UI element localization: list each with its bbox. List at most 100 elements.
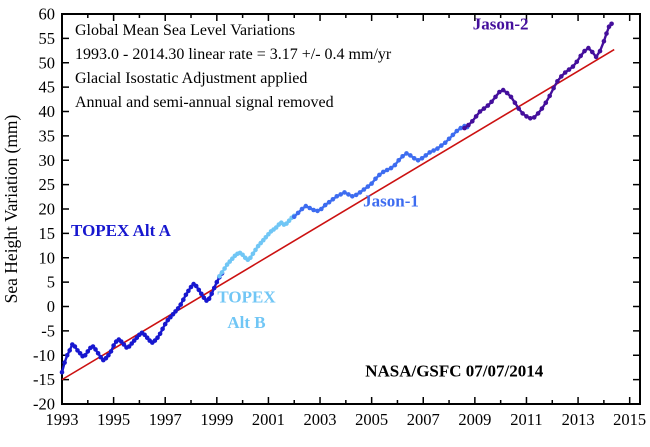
series-marker-jason-2 (551, 85, 556, 91)
series-marker-jason-2 (520, 111, 525, 116)
series-marker-jason-1 (369, 181, 374, 186)
series-marker-topex-alt-a (93, 347, 98, 352)
series-marker-jason-1 (458, 125, 464, 131)
series-marker-jason-2 (489, 99, 494, 105)
series-marker-jason-1 (319, 206, 324, 212)
x-tick-label: 2005 (355, 410, 388, 429)
series-marker-jason-1 (357, 190, 363, 195)
series-marker-topex-alt-a (95, 351, 101, 356)
series-marker-jason-1 (326, 199, 332, 205)
y-tick-label: 50 (39, 53, 56, 72)
y-tick-label: -5 (41, 321, 55, 340)
y-tick-label: -10 (33, 346, 55, 365)
series-marker-topex-alt-a (111, 343, 116, 348)
y-tick-label: -15 (33, 370, 55, 389)
series-line-jason-1 (293, 124, 469, 219)
x-tick-label: 1997 (149, 410, 182, 429)
series-marker-jason-2 (516, 106, 521, 111)
series-marker-jason-2 (470, 119, 475, 124)
series-marker-jason-2 (531, 115, 537, 120)
series-marker-jason-1 (415, 158, 421, 163)
series-marker-topex-alt-a (59, 370, 65, 375)
series-marker-jason-2 (590, 49, 595, 55)
series-marker-jason-2 (528, 116, 533, 121)
series-marker-topex-alt-a (121, 342, 127, 347)
series-marker-topex-alt-a (183, 292, 189, 298)
series-marker-topex-alt-b (253, 247, 258, 253)
chart-header-line-4: Annual and semi-annual signal removed (75, 94, 334, 111)
annotation-topex-alt-a: TOPEX Alt A (71, 221, 172, 240)
series-marker-jason-2 (601, 39, 607, 44)
series-marker-jason-1 (361, 187, 367, 192)
series-marker-topex-alt-a (181, 297, 186, 303)
series-marker-jason-1 (295, 210, 301, 216)
series-marker-jason-2 (539, 106, 545, 111)
series-marker-topex-alt-a (72, 344, 78, 349)
series-marker-jason-2 (497, 89, 502, 95)
y-tick-label: 0 (47, 297, 55, 316)
y-tick-label: 15 (39, 224, 56, 243)
series-marker-jason-2 (508, 94, 514, 100)
series-marker-jason-1 (334, 194, 340, 199)
series-marker-jason-1 (377, 172, 382, 178)
series-marker-jason-1 (408, 153, 413, 158)
series-marker-topex-alt-a (106, 353, 111, 358)
series-marker-jason-1 (454, 128, 460, 134)
series-marker-jason-2 (512, 100, 518, 105)
series-marker-topex-alt-b (248, 255, 253, 261)
series-marker-topex-alt-b (217, 274, 222, 279)
series-marker-jason-2 (593, 54, 599, 60)
annotation-jason-1: Jason-1 (363, 192, 419, 211)
series-marker-jason-1 (442, 140, 448, 145)
series-marker-jason-1 (431, 148, 436, 153)
x-tick-label: 1995 (97, 410, 130, 429)
y-axis-title: Sea Height Variation (mm) (1, 114, 21, 303)
series-marker-jason-1 (322, 202, 328, 208)
chart-header-line-3: Glacial Isostatic Adjustment applied (75, 70, 307, 87)
series-marker-jason-1 (384, 167, 390, 173)
x-tick-label: 2015 (613, 410, 646, 429)
series-marker-jason-2 (586, 45, 591, 51)
series-marker-topex-alt-a (126, 344, 132, 349)
series-marker-jason-2 (604, 31, 609, 36)
y-tick-label: 35 (39, 126, 56, 145)
series-marker-topex-alt-b (250, 251, 256, 257)
series-marker-jason-1 (388, 165, 394, 171)
annotation-alt-b: Alt B (227, 313, 265, 332)
series-marker-jason-1 (400, 154, 405, 159)
x-tick-label: 2009 (458, 410, 491, 429)
series-marker-topex-alt-b (222, 266, 227, 271)
series-marker-jason-1 (346, 192, 351, 197)
series-marker-topex-alt-a (206, 296, 212, 302)
series-marker-jason-1 (311, 207, 316, 213)
series-marker-jason-1 (396, 158, 402, 163)
series-marker-jason-2 (570, 64, 576, 69)
series-marker-topex-alt-a (211, 285, 217, 291)
series-marker-jason-2 (535, 111, 541, 116)
series-marker-jason-2 (547, 93, 552, 99)
series-marker-topex-alt-a (108, 349, 114, 354)
series-marker-jason-1 (435, 146, 440, 151)
series-marker-topex-alt-a (196, 287, 202, 293)
x-tick-label: 2013 (562, 410, 595, 429)
x-tick-label: 1993 (46, 410, 79, 429)
y-tick-label: 30 (39, 151, 56, 170)
x-tick-label: 2001 (252, 410, 285, 429)
series-marker-jason-1 (381, 169, 386, 175)
y-tick-label: 40 (39, 102, 56, 121)
series-marker-jason-1 (338, 192, 344, 197)
series-marker-topex-alt-a (155, 335, 160, 341)
series-marker-topex-alt-b (263, 235, 269, 240)
series-marker-jason-2 (462, 125, 467, 131)
series-marker-topex-alt-a (82, 353, 88, 358)
series-marker-topex-alt-b (240, 252, 245, 258)
series-marker-topex-alt-a (64, 353, 70, 358)
annotation-topex: TOPEX (217, 288, 276, 307)
series-marker-jason-1 (423, 153, 429, 158)
series-marker-topex-alt-a (160, 326, 165, 332)
x-tick-label: 2007 (407, 410, 440, 429)
series-marker-jason-2 (543, 100, 549, 105)
series-marker-jason-2 (566, 67, 572, 72)
